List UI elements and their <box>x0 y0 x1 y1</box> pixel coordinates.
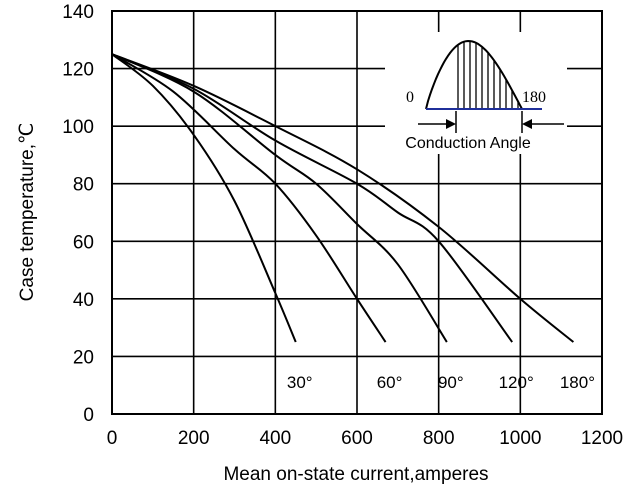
series-label-3: 120° <box>499 373 534 392</box>
inset-half-sine-curve <box>425 39 523 110</box>
series-line-0 <box>111 53 297 343</box>
x-tick-label-1: 200 <box>178 428 210 449</box>
inset-caption: Conduction Angle <box>405 135 531 152</box>
series-group <box>111 53 575 343</box>
x-tick-label-4: 800 <box>423 428 455 449</box>
series-label-1: 60° <box>377 373 403 392</box>
y-tick-label-5: 100 <box>62 117 94 138</box>
tick-labels: 0 200 400 600 800 1000 1200 0 20 40 60 80 100 120 140 <box>62 2 623 449</box>
inset-end-label: 180 <box>522 89 546 106</box>
x-tick-label-2: 400 <box>259 428 291 449</box>
series-label-0: 30° <box>287 373 313 392</box>
x-tick-label-0: 0 <box>107 428 118 449</box>
y-tick-label-2: 40 <box>73 290 94 311</box>
plot-frame <box>111 10 603 415</box>
series-labels: 30° 60° 90° 120° 180° <box>287 373 595 392</box>
x-tick-label-6: 1200 <box>581 428 623 449</box>
inset-left-arrow-head <box>446 119 456 129</box>
inset-right-arrow-head <box>522 119 532 129</box>
y-tick-label-1: 20 <box>73 347 94 368</box>
y-axis-label: Case temperature,℃ <box>17 123 38 302</box>
series-line-1 <box>111 53 387 343</box>
series-label-4: 180° <box>560 373 595 392</box>
series-line-3 <box>111 53 513 343</box>
series-label-2: 90° <box>438 373 464 392</box>
inset-start-label: 0 <box>406 89 414 106</box>
inset-hatch <box>457 41 519 109</box>
conduction-angle-inset: 0 180 Conduction Angle <box>385 32 567 154</box>
series-line-4 <box>111 53 575 343</box>
x-tick-label-3: 600 <box>341 428 373 449</box>
y-tick-label-7: 140 <box>62 2 94 23</box>
x-axis-label: Mean on-state current,amperes <box>223 464 488 485</box>
y-tick-label-3: 60 <box>73 232 94 253</box>
y-tick-label-4: 80 <box>73 175 94 196</box>
series-line-2 <box>111 53 448 343</box>
y-tick-label-6: 120 <box>62 60 94 81</box>
x-tick-label-5: 1000 <box>499 428 541 449</box>
y-tick-label-0: 0 <box>83 405 94 426</box>
